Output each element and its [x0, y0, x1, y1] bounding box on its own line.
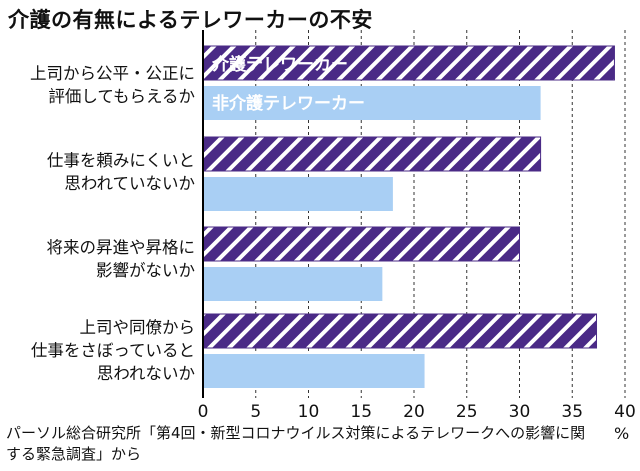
- x-tick-label: 5: [250, 402, 262, 422]
- x-axis-unit: %: [614, 424, 630, 443]
- x-tick-label: 20: [403, 402, 425, 422]
- bar-non-care: [203, 86, 541, 120]
- x-tick-label: 25: [455, 402, 478, 422]
- bar-non-care: [203, 267, 383, 301]
- bar-care: [202, 45, 615, 81]
- category-label: 上司や同僚から 仕事をさぼっていると 思われないか: [30, 318, 195, 383]
- x-tick-label: 0: [197, 402, 209, 422]
- legend-care-teleworker: 介護テレワーカー: [212, 55, 348, 75]
- x-tick-label: 10: [297, 402, 320, 422]
- x-tick-label: 35: [561, 402, 584, 422]
- legend-non-care-teleworker: 非介護テレワーカー: [212, 94, 365, 114]
- chart-title: 介護の有無によるテレワーカーの不安: [8, 8, 373, 32]
- source-note: パーソル総合研究所「第4回・新型コロナウイルス対策によるテレワークへの影響に関す…: [6, 424, 586, 463]
- bar-care: [202, 226, 520, 262]
- x-tick-label: 15: [350, 402, 373, 422]
- x-tick-label: 30: [508, 402, 531, 422]
- bar-care: [202, 313, 598, 349]
- bar-non-care: [203, 354, 425, 388]
- category-label: 将来の昇進や昇格に 影響がないか: [46, 238, 196, 280]
- bar-care: [202, 136, 542, 172]
- category-label: 上司から公平・公正に 評価してもらえるか: [30, 64, 195, 106]
- x-tick-label: 40: [614, 402, 636, 422]
- bar-non-care: [203, 177, 393, 211]
- category-label: 仕事を頼みにくいと 思われていないか: [46, 151, 195, 193]
